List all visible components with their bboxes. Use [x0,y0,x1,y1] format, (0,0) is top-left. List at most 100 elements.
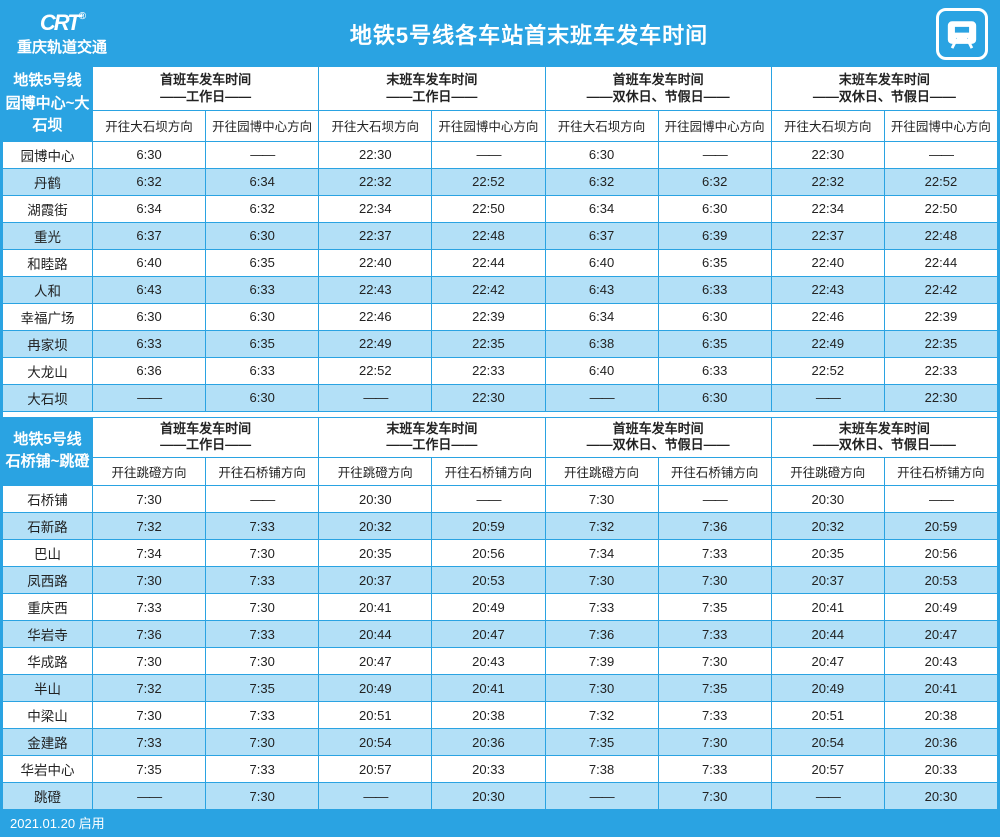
column-group-header: 首班车发车时间——工作日—— [93,417,319,458]
time-cell: 22:30 [432,384,545,411]
direction-header: 开往大石坝方向 [93,111,206,141]
time-cell: 22:50 [884,195,997,222]
station-name: 华岩中心 [3,756,93,783]
time-cell: 20:37 [771,567,884,594]
time-cell: 6:34 [206,168,319,195]
time-cell: 20:36 [432,729,545,756]
time-cell: 20:53 [432,567,545,594]
time-cell: 20:44 [319,621,432,648]
time-cell: —— [884,486,997,513]
time-cell: 7:33 [658,621,771,648]
time-cell: 7:33 [658,702,771,729]
time-cell: 6:30 [206,303,319,330]
time-cell: 7:36 [93,621,206,648]
direction-header: 开往跳磴方向 [545,458,658,486]
time-cell: 7:33 [206,513,319,540]
time-cell: 20:32 [319,513,432,540]
time-cell: 20:53 [884,567,997,594]
time-cell: 6:32 [658,168,771,195]
time-cell: 22:35 [884,330,997,357]
page-title: 地铁5号线各车站首末班车发车时间 [122,18,936,50]
time-cell: 20:43 [432,648,545,675]
station-name: 华岩寺 [3,621,93,648]
time-cell: 20:57 [771,756,884,783]
time-cell: 7:32 [545,513,658,540]
time-cell: —— [319,384,432,411]
table-row: 丹鹤6:326:3422:3222:526:326:3222:3222:52 [3,168,998,195]
time-cell: 20:43 [884,648,997,675]
column-group-header: 首班车发车时间——双休日、节假日—— [545,417,771,458]
time-cell: 7:30 [545,486,658,513]
time-cell: 6:30 [658,303,771,330]
time-cell: 20:35 [319,540,432,567]
time-cell: 20:56 [432,540,545,567]
time-cell: 22:42 [884,276,997,303]
time-cell: 6:35 [658,330,771,357]
station-name: 大石坝 [3,384,93,411]
time-cell: 7:33 [206,621,319,648]
station-name: 跳磴 [3,783,93,810]
direction-header: 开往园博中心方向 [658,111,771,141]
table-row: 石新路7:327:3320:3220:597:327:3620:3220:59 [3,513,998,540]
time-cell: 20:54 [319,729,432,756]
time-cell: 20:41 [771,594,884,621]
station-name: 重光 [3,222,93,249]
time-cell: 6:35 [658,249,771,276]
time-cell: 7:30 [206,729,319,756]
time-cell: 20:56 [884,540,997,567]
time-cell: 22:50 [432,195,545,222]
time-cell: 20:41 [884,675,997,702]
column-group-header: 首班车发车时间——工作日—— [93,67,319,111]
time-cell: 7:32 [545,702,658,729]
time-cell: 6:33 [658,276,771,303]
time-cell: 20:36 [884,729,997,756]
direction-header: 开往跳磴方向 [319,458,432,486]
direction-header: 开往石桥铺方向 [884,458,997,486]
time-cell: —— [658,141,771,168]
logo-text: 重庆轨道交通 [17,36,107,57]
time-cell: 22:48 [884,222,997,249]
time-cell: 20:35 [771,540,884,567]
table-row: 中梁山7:307:3320:5120:387:327:3320:5120:38 [3,702,998,729]
time-cell: 6:30 [206,384,319,411]
time-cell: —— [432,141,545,168]
time-cell: 20:59 [884,513,997,540]
time-cell: 20:57 [319,756,432,783]
direction-header: 开往大石坝方向 [545,111,658,141]
time-cell: 7:33 [658,540,771,567]
station-name: 湖霞街 [3,195,93,222]
station-name: 冉家坝 [3,330,93,357]
time-cell: 20:38 [432,702,545,729]
time-cell: 22:40 [771,249,884,276]
table-row: 金建路7:337:3020:5420:367:357:3020:5420:36 [3,729,998,756]
time-cell: —— [884,141,997,168]
time-cell: 6:39 [658,222,771,249]
time-cell: 7:30 [545,675,658,702]
time-cell: 7:32 [93,513,206,540]
time-cell: 7:30 [206,648,319,675]
time-cell: 6:33 [206,276,319,303]
time-cell: 7:33 [93,729,206,756]
direction-header: 开往跳磴方向 [93,458,206,486]
header-bar: CRT® 重庆轨道交通 地铁5号线各车站首末班车发车时间 [2,2,998,66]
table-row: 华岩寺7:367:3320:4420:477:367:3320:4420:47 [3,621,998,648]
time-cell: 7:30 [658,783,771,810]
time-cell: 7:30 [658,729,771,756]
time-cell: 6:30 [206,222,319,249]
time-cell: 22:44 [884,249,997,276]
column-group-header: 末班车发车时间——工作日—— [319,67,545,111]
time-cell: 7:30 [658,648,771,675]
time-cell: 7:30 [93,486,206,513]
time-cell: 6:32 [206,195,319,222]
time-cell: 20:51 [319,702,432,729]
table-row: 重庆西7:337:3020:4120:497:337:3520:4120:49 [3,594,998,621]
time-cell: —— [206,141,319,168]
table-row: 大龙山6:366:3322:5222:336:406:3322:5222:33 [3,357,998,384]
direction-header: 开往大石坝方向 [771,111,884,141]
time-cell: —— [206,486,319,513]
time-cell: 6:32 [545,168,658,195]
time-cell: 6:37 [545,222,658,249]
time-cell: 20:30 [432,783,545,810]
time-cell: 20:49 [319,675,432,702]
time-cell: 22:52 [884,168,997,195]
